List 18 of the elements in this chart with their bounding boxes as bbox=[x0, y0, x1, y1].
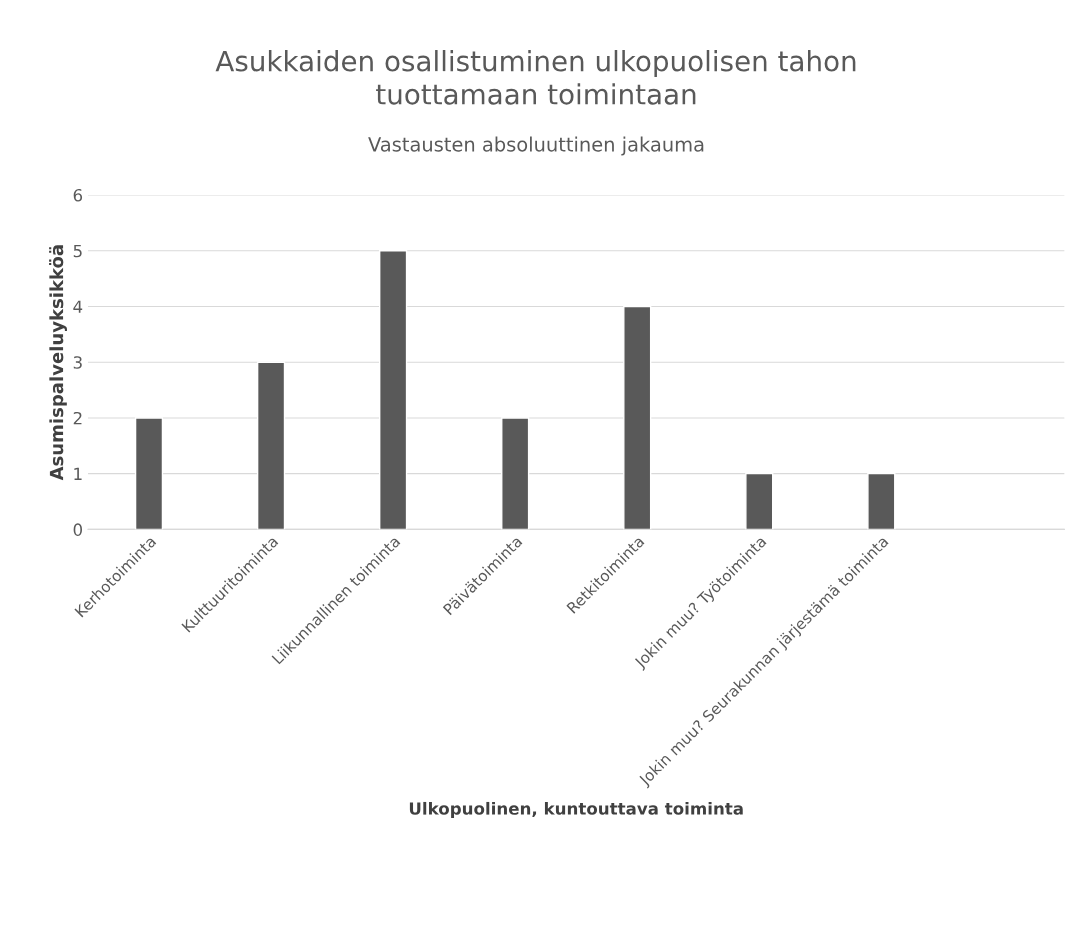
chart-title: Asukkaiden osallistuminen ulkopuolisen tahon tuottamaan toimintaan bbox=[215, 50, 856, 105]
y-tick-label: 2 bbox=[73, 411, 82, 425]
y-tick-label: 0 bbox=[73, 523, 83, 536]
chart-subtitle: Vastausten absoluuttinen jakauma bbox=[368, 136, 704, 156]
y-tick-label: 5 bbox=[73, 244, 82, 258]
bar bbox=[501, 417, 530, 530]
bar bbox=[256, 361, 286, 530]
bar bbox=[134, 417, 164, 530]
bar bbox=[745, 472, 774, 530]
y-tick-label: 3 bbox=[73, 356, 82, 369]
x-axis-title: Ulkopuolinen, kuntouttava toiminta bbox=[409, 801, 743, 819]
bar bbox=[378, 250, 408, 530]
bar bbox=[867, 472, 896, 530]
y-tick-label: 4 bbox=[73, 300, 83, 313]
y-tick-label: 6 bbox=[73, 188, 83, 202]
y-tick-label: 1 bbox=[74, 467, 82, 480]
bar bbox=[623, 305, 652, 530]
y-axis-title: Asumispalveluyksikköä bbox=[49, 245, 67, 481]
